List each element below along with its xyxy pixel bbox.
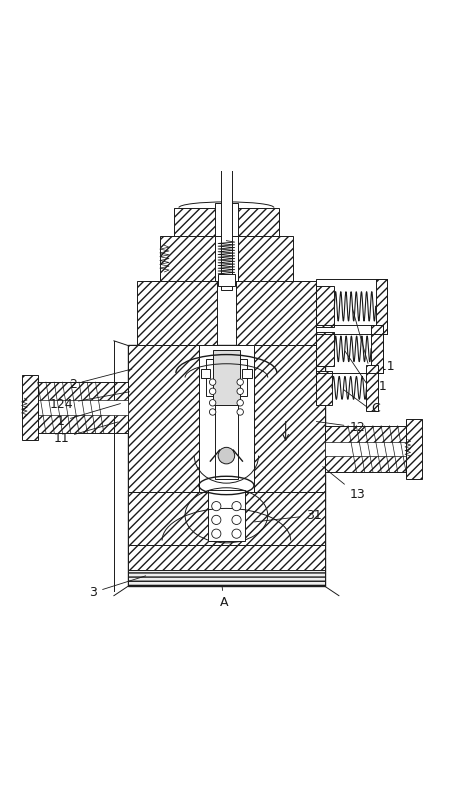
Circle shape	[212, 501, 221, 511]
Bar	[221, 130, 232, 290]
Polygon shape	[38, 382, 128, 408]
Text: 11: 11	[53, 422, 118, 445]
Circle shape	[237, 388, 243, 395]
Polygon shape	[174, 207, 279, 236]
Polygon shape	[406, 419, 422, 478]
Circle shape	[232, 515, 241, 525]
Polygon shape	[316, 371, 332, 405]
Text: 12: 12	[316, 421, 365, 433]
Bar	[316, 279, 387, 334]
Bar	[215, 236, 238, 281]
Circle shape	[237, 400, 243, 406]
Text: C: C	[371, 402, 380, 415]
Bar	[38, 400, 128, 415]
Bar	[243, 369, 252, 377]
Polygon shape	[254, 345, 325, 493]
Circle shape	[232, 529, 241, 538]
Polygon shape	[236, 281, 316, 345]
Polygon shape	[316, 332, 334, 366]
Circle shape	[209, 400, 216, 406]
Polygon shape	[128, 570, 325, 586]
Polygon shape	[325, 449, 406, 472]
Circle shape	[237, 379, 243, 385]
Bar	[213, 350, 240, 405]
Polygon shape	[146, 281, 160, 300]
Polygon shape	[160, 236, 215, 281]
Circle shape	[209, 379, 216, 385]
Text: 1: 1	[57, 404, 121, 428]
Polygon shape	[137, 281, 217, 345]
Circle shape	[209, 388, 216, 395]
Bar	[128, 345, 325, 586]
Circle shape	[237, 409, 243, 415]
Text: 31: 31	[255, 509, 322, 522]
Bar	[316, 324, 383, 373]
Text: 211: 211	[371, 360, 395, 372]
Text: 2: 2	[69, 369, 132, 391]
Circle shape	[209, 409, 216, 415]
Polygon shape	[38, 408, 128, 433]
Polygon shape	[376, 279, 387, 334]
Polygon shape	[325, 426, 406, 449]
Bar	[206, 359, 247, 396]
Polygon shape	[238, 236, 293, 281]
Bar	[199, 345, 254, 493]
Polygon shape	[371, 324, 383, 373]
Bar	[201, 369, 210, 377]
Circle shape	[232, 501, 241, 511]
Text: 3: 3	[89, 576, 146, 599]
Polygon shape	[22, 375, 38, 440]
Bar	[325, 442, 406, 456]
Polygon shape	[366, 365, 378, 411]
Polygon shape	[128, 345, 199, 493]
Circle shape	[212, 515, 221, 525]
Text: 124: 124	[49, 392, 129, 411]
Polygon shape	[316, 286, 334, 327]
Circle shape	[218, 447, 235, 464]
Bar	[215, 203, 238, 236]
Text: 21: 21	[371, 380, 387, 393]
Polygon shape	[293, 281, 307, 300]
Bar	[215, 377, 238, 478]
Text: A: A	[220, 587, 228, 609]
Bar	[208, 490, 245, 541]
Polygon shape	[128, 493, 325, 545]
Circle shape	[212, 529, 221, 538]
Polygon shape	[128, 545, 325, 570]
Text: 13: 13	[322, 466, 365, 501]
Bar	[218, 274, 235, 286]
